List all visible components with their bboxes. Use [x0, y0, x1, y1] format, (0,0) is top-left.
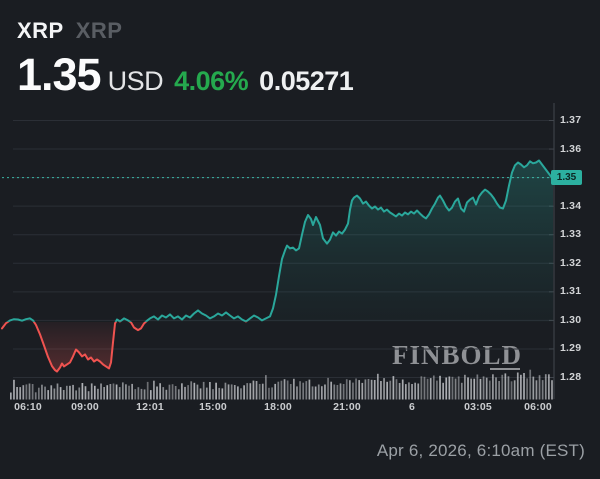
price-currency: USD — [107, 66, 164, 96]
current-price: 1.35 — [17, 49, 102, 100]
y-axis-label: 1.36 — [560, 142, 582, 155]
price-change-percent: 4.06% — [174, 66, 249, 96]
x-axis-label: 21:00 — [333, 401, 361, 413]
x-axis-label: 6 — [408, 401, 416, 413]
finbold-watermark: FINBOLD — [392, 340, 523, 370]
y-axis-label: 1.34 — [560, 199, 582, 212]
symbol-ticker: XRP — [75, 18, 123, 43]
finbold-watermark-underline — [490, 368, 521, 370]
y-axis-label: 1.30 — [560, 313, 582, 326]
x-axis-label: 03:05 — [464, 401, 492, 413]
y-axis-label: 1.33 — [560, 228, 582, 241]
footer-timestamp: Apr 6, 2026, 6:10am (EST) — [376, 441, 585, 460]
x-axis-label: 18:00 — [264, 401, 292, 413]
symbol-name: XRP — [17, 18, 64, 43]
finbold-watermark-text: FINBOLD — [392, 340, 523, 370]
x-axis-label: 12:01 — [136, 401, 164, 413]
y-axis-label: 1.29 — [560, 342, 582, 355]
y-axis-label: 1.37 — [560, 114, 582, 126]
price-change-absolute: 0.05271 — [259, 66, 354, 96]
header: XRP XRP 1.35 USD 4.06% 0.05271 — [17, 18, 354, 100]
x-axis-label: 06:10 — [14, 401, 42, 413]
y-axis-label: 1.31 — [560, 285, 582, 298]
symbol-row: XRP XRP — [17, 18, 353, 44]
y-axis-label: 1.32 — [560, 256, 582, 269]
price-row: 1.35 USD 4.06% 0.05271 — [17, 49, 354, 100]
x-axis-label: 09:00 — [71, 401, 99, 413]
x-axis-label: 15:00 — [199, 401, 227, 413]
last-price-badge: 1.35 — [551, 170, 582, 185]
x-axis-label: 06:00 — [524, 401, 552, 413]
y-axis-label: 1.28 — [560, 371, 582, 383]
